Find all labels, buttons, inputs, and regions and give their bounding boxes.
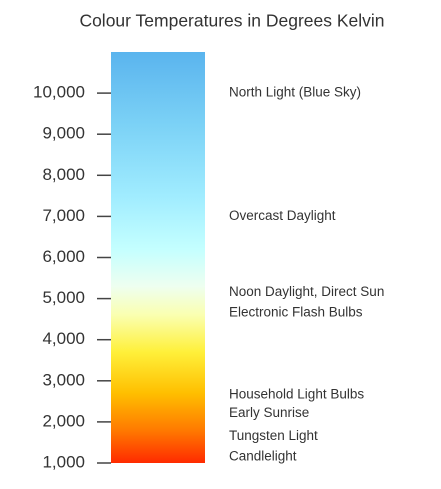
- y-tick-label: 3,000: [42, 370, 85, 389]
- y-tick-label: 7,000: [42, 206, 85, 225]
- annotation: North Light (Blue Sky): [229, 85, 361, 100]
- annotation: Noon Daylight, Direct Sun: [229, 284, 384, 299]
- y-tick-label: 5,000: [42, 288, 85, 307]
- y-tick-label: 4,000: [42, 329, 85, 348]
- chart-title: Colour Temperatures in Degrees Kelvin: [79, 11, 384, 31]
- annotation: Electronic Flash Bulbs: [229, 305, 363, 320]
- y-tick-label: 2,000: [42, 411, 85, 430]
- annotation: Candlelight: [229, 448, 297, 463]
- y-tick-label: 10,000: [33, 83, 85, 102]
- annotation: Overcast Daylight: [229, 208, 336, 223]
- annotation: Household Light Bulbs: [229, 387, 364, 402]
- y-tick-label: 8,000: [42, 165, 85, 184]
- color-bar: [111, 52, 205, 463]
- annotation: Tungsten Light: [229, 428, 318, 443]
- y-tick-label: 6,000: [42, 247, 85, 266]
- y-tick-label: 9,000: [42, 124, 85, 143]
- annotation: Early Sunrise: [229, 405, 309, 420]
- y-tick-label: 1,000: [42, 452, 85, 471]
